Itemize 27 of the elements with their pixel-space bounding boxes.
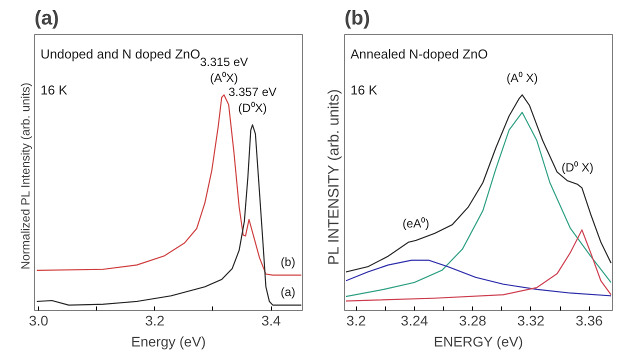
x-tick-label: 3.36 bbox=[576, 312, 604, 328]
annotation: (eA⁰) bbox=[402, 216, 430, 230]
x-tick-label: 3.0 bbox=[28, 312, 49, 328]
text: Annealed N-doped ZnO bbox=[350, 46, 488, 62]
x-axis-title: Energy (eV) bbox=[131, 334, 206, 350]
x-tick-label: 3.2 bbox=[145, 312, 165, 328]
annotation: (A⁰X) bbox=[210, 70, 238, 85]
annotation: (D⁰X) bbox=[238, 100, 267, 115]
y-axis-title: PL INTENSITY (arb. units) bbox=[326, 89, 342, 266]
series-label: (a) bbox=[280, 285, 296, 300]
annotation: 16 K bbox=[40, 82, 68, 98]
annotation: (D⁰ X) bbox=[562, 160, 594, 174]
x-tick-label: 3.28 bbox=[459, 312, 487, 328]
series-label: (b) bbox=[280, 255, 296, 270]
annotation: (A⁰ X) bbox=[506, 70, 538, 85]
chart-title: (b) bbox=[344, 8, 370, 30]
x-tick-label: 3.2 bbox=[346, 312, 366, 328]
annotation: 16 K bbox=[350, 82, 378, 98]
annotation: 3.315 eV bbox=[200, 54, 248, 69]
annotation: 3.357 eV bbox=[228, 84, 277, 99]
text: Undoped and N doped ZnO bbox=[40, 46, 200, 62]
x-axis-title: ENERGY (eV) bbox=[434, 334, 523, 350]
x-tick-label: 3.4 bbox=[261, 312, 282, 328]
y-axis-title: Normalized PL Intensity (arb. units) bbox=[18, 82, 32, 270]
chart-title: (a) bbox=[34, 8, 59, 30]
x-tick-label: 3.24 bbox=[400, 312, 428, 328]
x-tick-label: 3.32 bbox=[517, 312, 545, 328]
